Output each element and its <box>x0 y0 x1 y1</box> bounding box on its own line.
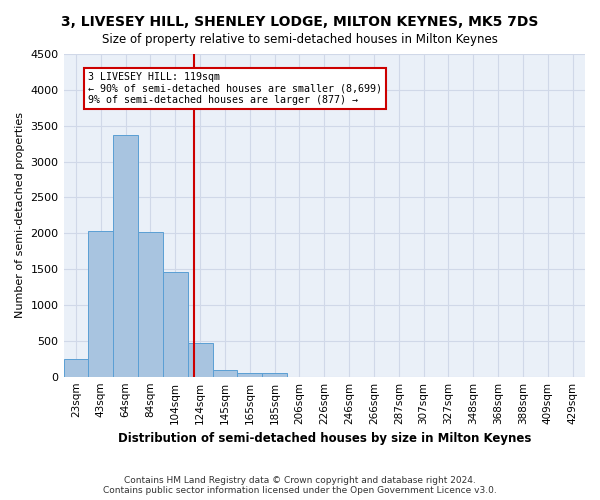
Bar <box>88 231 113 376</box>
Text: Size of property relative to semi-detached houses in Milton Keynes: Size of property relative to semi-detach… <box>102 32 498 46</box>
Bar <box>212 370 238 376</box>
Bar <box>163 272 188 376</box>
Bar <box>238 372 262 376</box>
Text: 3 LIVESEY HILL: 119sqm
← 90% of semi-detached houses are smaller (8,699)
9% of s: 3 LIVESEY HILL: 119sqm ← 90% of semi-det… <box>88 72 382 105</box>
X-axis label: Distribution of semi-detached houses by size in Milton Keynes: Distribution of semi-detached houses by … <box>118 432 531 445</box>
Text: 3, LIVESEY HILL, SHENLEY LODGE, MILTON KEYNES, MK5 7DS: 3, LIVESEY HILL, SHENLEY LODGE, MILTON K… <box>61 15 539 29</box>
Bar <box>64 359 88 376</box>
Text: Contains HM Land Registry data © Crown copyright and database right 2024.
Contai: Contains HM Land Registry data © Crown c… <box>103 476 497 495</box>
Y-axis label: Number of semi-detached properties: Number of semi-detached properties <box>15 112 25 318</box>
Bar <box>138 232 163 376</box>
Bar <box>262 373 287 376</box>
Bar <box>113 135 138 376</box>
Bar <box>188 343 212 376</box>
